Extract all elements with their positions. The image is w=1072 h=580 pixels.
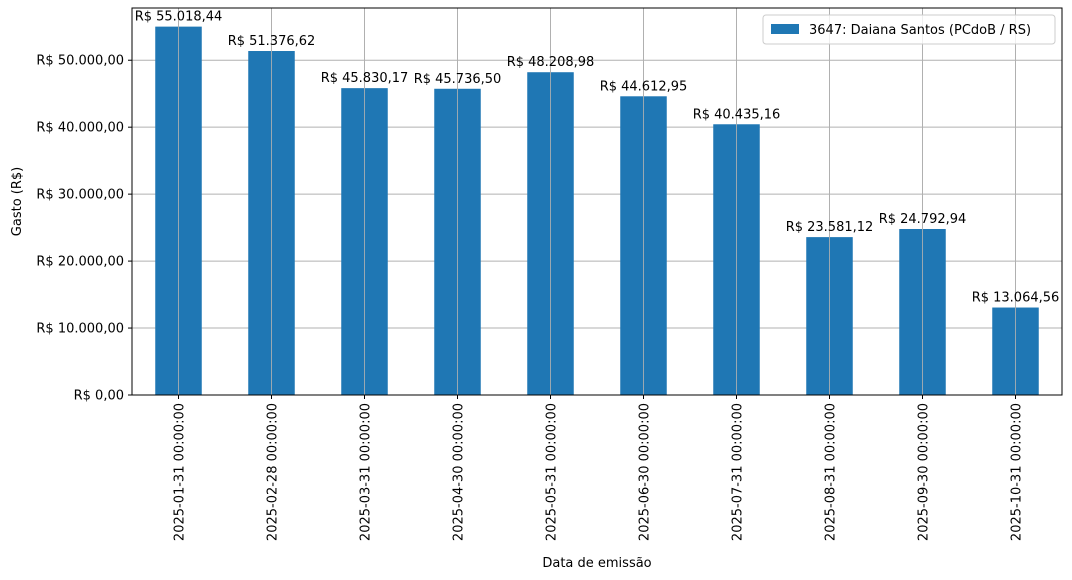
x-tick-label: 2025-02-28 00:00:00 bbox=[266, 403, 281, 541]
y-axis-label: Gasto (R$) bbox=[10, 167, 25, 236]
data-label: R$ 55.018,44 bbox=[135, 10, 223, 25]
x-tick-label: 2025-03-31 00:00:00 bbox=[359, 403, 374, 541]
x-tick-label: 2025-10-31 00:00:00 bbox=[1010, 403, 1025, 541]
legend: 3647: Daiana Santos (PCdoB / RS) bbox=[762, 14, 1056, 45]
data-label: R$ 23.581,12 bbox=[786, 220, 874, 235]
data-label: R$ 51.376,62 bbox=[228, 34, 316, 49]
x-tick-label: 2025-09-30 00:00:00 bbox=[917, 403, 932, 541]
bars bbox=[155, 26, 1039, 396]
x-tick-label: 2025-08-31 00:00:00 bbox=[824, 403, 839, 541]
data-label: R$ 13.064,56 bbox=[972, 291, 1060, 306]
data-label: R$ 45.736,50 bbox=[414, 72, 502, 87]
y-tick-label: R$ 10.000,00 bbox=[36, 322, 124, 337]
legend-swatch bbox=[771, 24, 799, 34]
x-axis-label: Data de emissão bbox=[542, 556, 651, 571]
legend-box bbox=[762, 14, 1056, 45]
y-tick-label: R$ 30.000,00 bbox=[36, 188, 124, 203]
data-labels: R$ 55.018,44 R$ 51.376,62 R$ 45.830,17 R$ 4… bbox=[135, 10, 1060, 306]
x-tick-label: 2025-06-30 00:00:00 bbox=[638, 403, 653, 541]
data-label: R$ 45.830,17 bbox=[321, 71, 409, 86]
data-label: R$ 40.435,16 bbox=[693, 107, 781, 122]
data-label: R$ 44.612,95 bbox=[600, 79, 688, 94]
x-tick-label: 2025-04-30 00:00:00 bbox=[452, 403, 467, 541]
data-label: R$ 48.208,98 bbox=[507, 55, 595, 70]
y-tick-label: R$ 50.000,00 bbox=[36, 54, 124, 69]
y-tick-label: R$ 0,00 bbox=[74, 389, 124, 404]
y-axis: R$ 0,00 R$ 10.000,00 R$ 20.000,00 R$ 30.000… bbox=[36, 54, 132, 404]
x-axis: 2025-01-31 00:00:00 2025-02-28 00:00:00 20… bbox=[173, 395, 1025, 541]
x-tick-label: 2025-05-31 00:00:00 bbox=[545, 403, 560, 541]
legend-label: 3647: Daiana Santos (PCdoB / RS) bbox=[809, 23, 1031, 38]
plot-frame bbox=[131, 7, 1063, 396]
y-tick-label: R$ 40.000,00 bbox=[36, 121, 124, 136]
x-tick-label: 2025-07-31 00:00:00 bbox=[731, 403, 746, 541]
data-label: R$ 24.792,94 bbox=[879, 212, 967, 227]
x-tick-label: 2025-01-31 00:00:00 bbox=[173, 403, 188, 541]
y-tick-label: R$ 20.000,00 bbox=[36, 255, 124, 270]
